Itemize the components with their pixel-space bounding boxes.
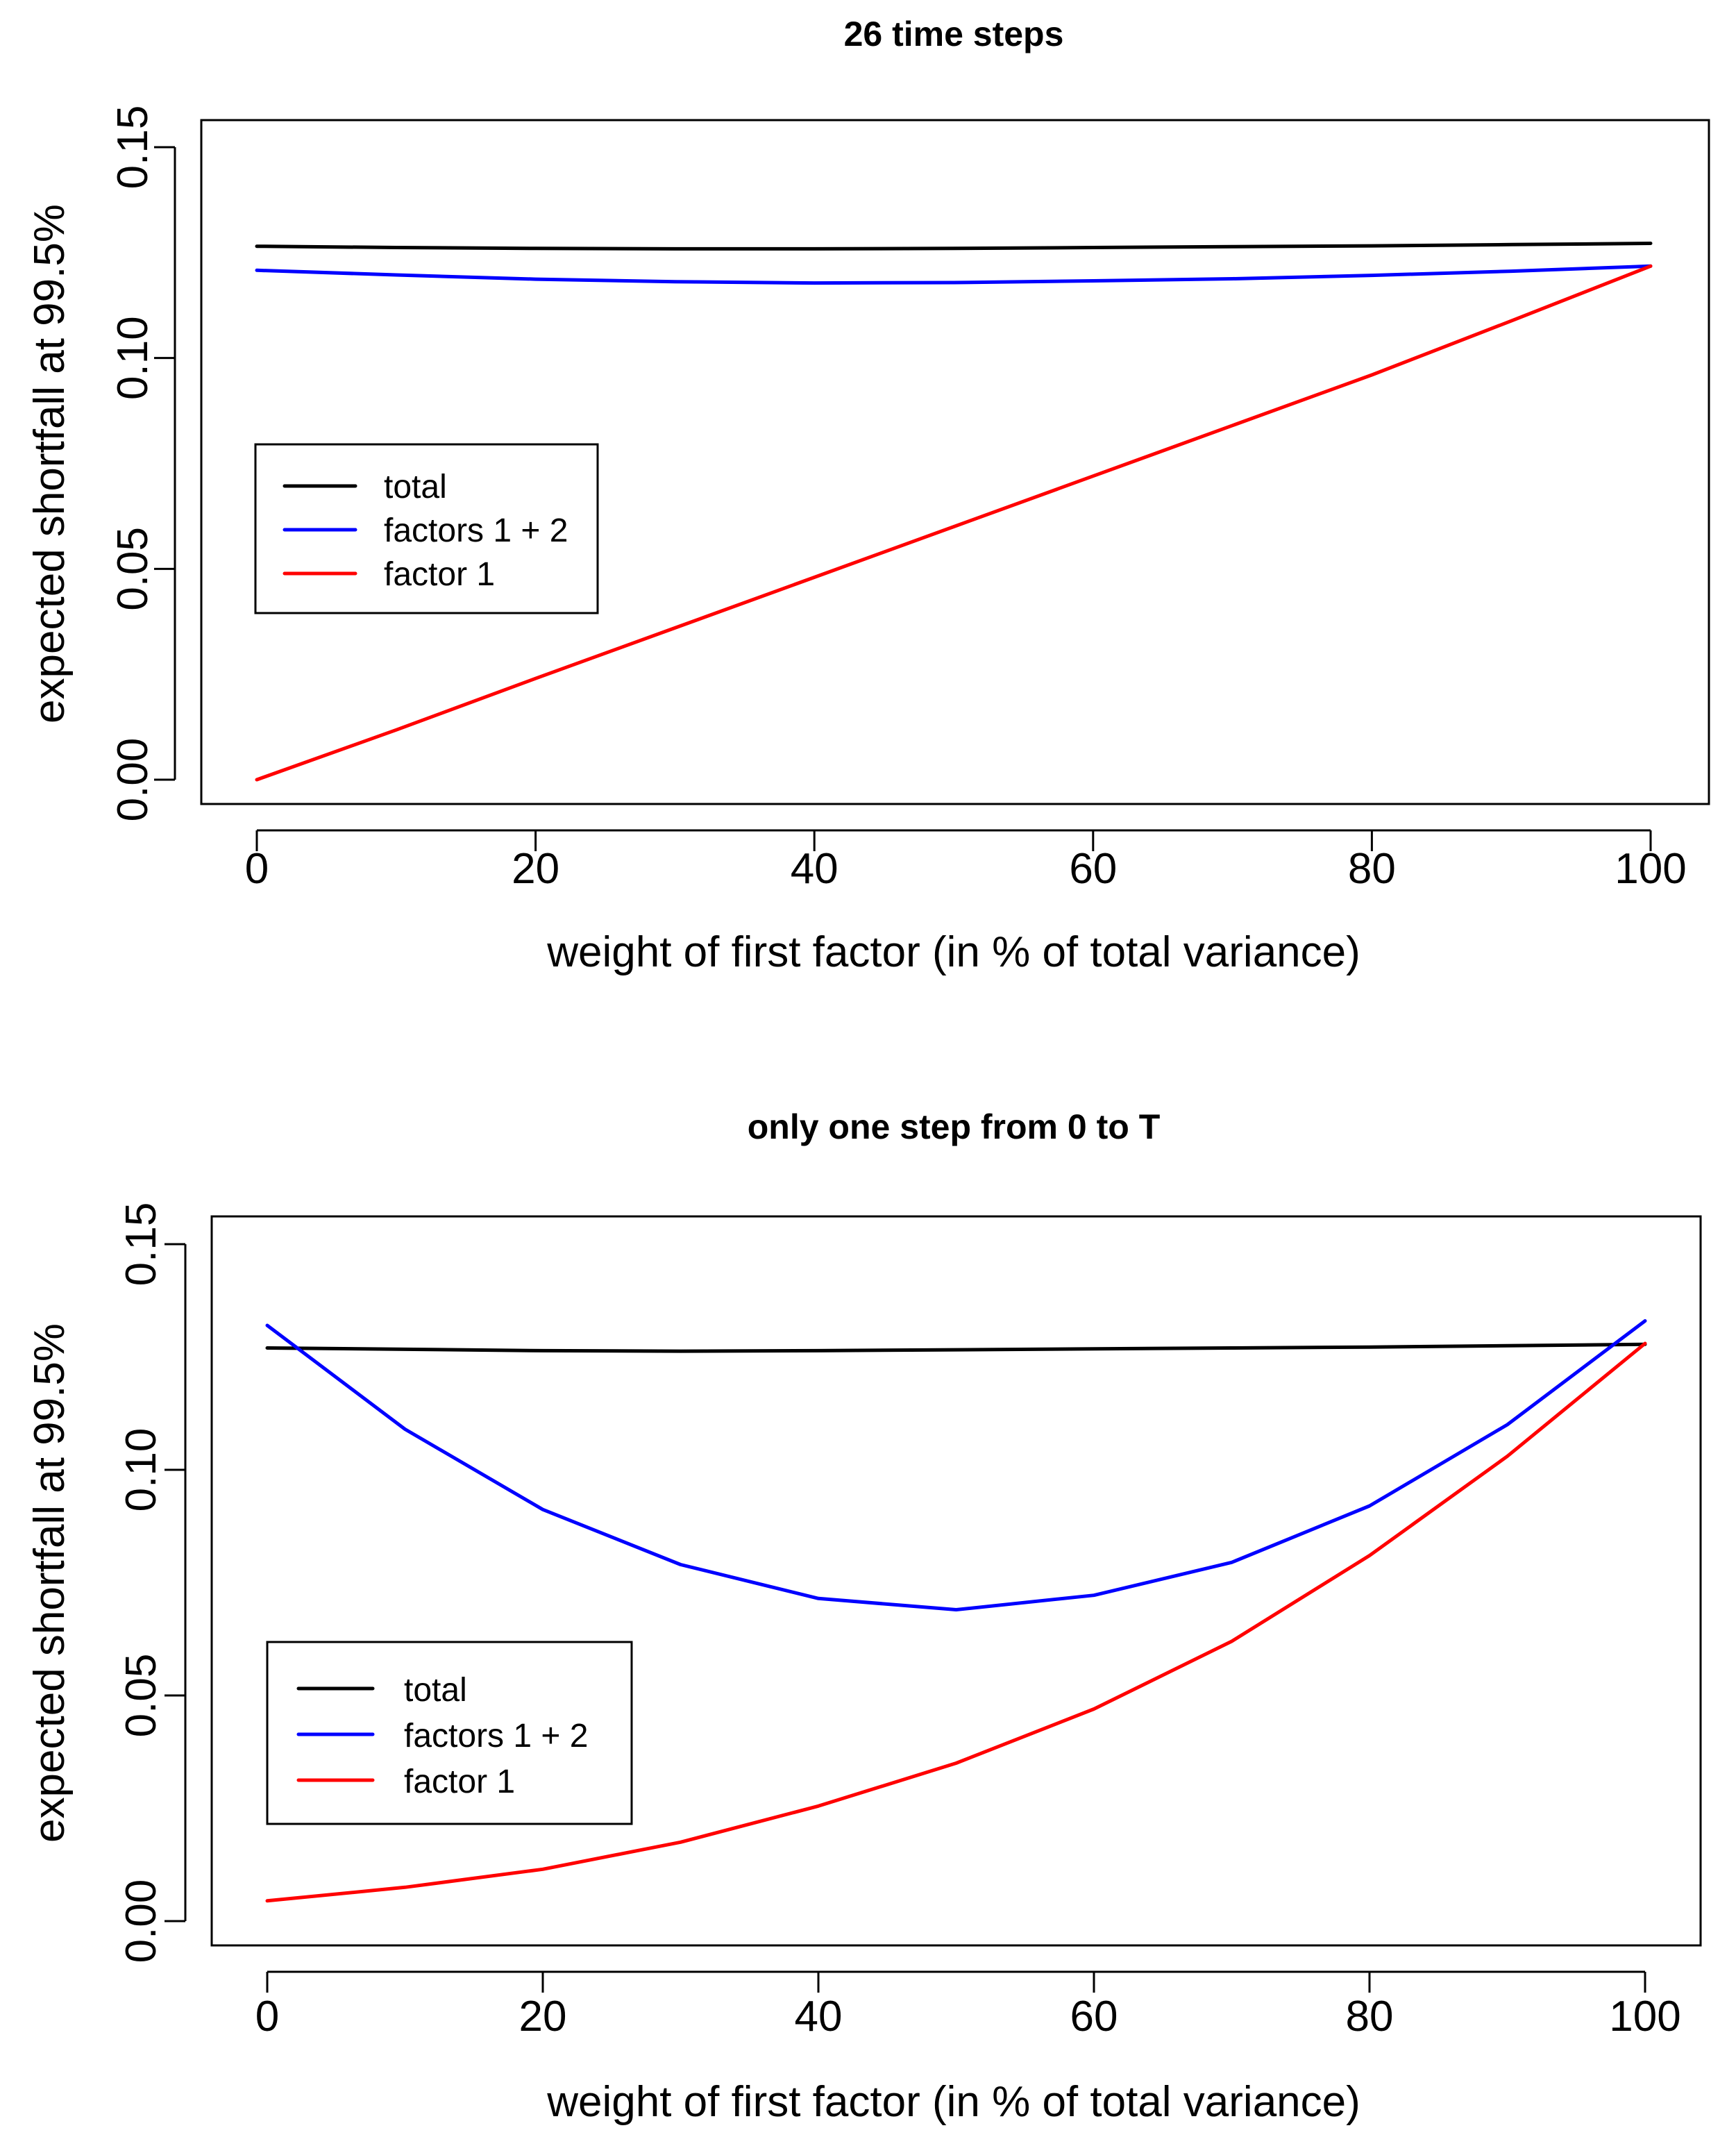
y-tick-label: 0.10 — [109, 316, 157, 400]
legend-box — [266, 1641, 633, 1825]
y-tick-label: 0.15 — [117, 1203, 165, 1287]
y-axis-label: expected shortfall at 99.5% — [26, 204, 74, 723]
x-tick-label: 60 — [1069, 845, 1117, 893]
x-tick-label: 80 — [1348, 845, 1396, 893]
legend: total factors 1 + 2 factor 1 — [266, 1641, 633, 1825]
legend-label-total: total — [404, 1672, 467, 1709]
x-tick-label: 80 — [1346, 1993, 1394, 2041]
y-tick-label: 0.00 — [109, 738, 157, 822]
series-line-factor-1 — [265, 1341, 1647, 1903]
y-tick-label: 0.05 — [117, 1654, 165, 1738]
y-tick-label: 0.05 — [109, 527, 157, 611]
legend-box — [254, 443, 599, 614]
chart-bottom-one-step: only one step from 0 to T weight of firs… — [26, 1107, 1702, 2126]
x-tick-label: 100 — [1609, 1993, 1680, 2041]
x-tick-label: 20 — [519, 1993, 567, 2041]
legend: total factors 1 + 2 factor 1 — [254, 443, 599, 614]
x-tick-label: 0 — [245, 845, 269, 893]
legend-label-factors-1-2: factors 1 + 2 — [404, 1718, 588, 1754]
plot-frame — [210, 1215, 1702, 1947]
series-group — [255, 242, 1653, 782]
x-tick-label: 40 — [791, 845, 838, 893]
y-axis-label: expected shortfall at 99.5% — [26, 1323, 74, 1843]
x-tick-label: 0 — [255, 1993, 279, 2041]
x-axis-label: weight of first factor (in % of total va… — [546, 928, 1360, 976]
chart-top-26-time-steps: 26 time steps weight of first factor (in… — [26, 15, 1710, 976]
legend-label-factors-1-2: factors 1 + 2 — [384, 512, 568, 549]
legend-label-factor-1: factor 1 — [384, 556, 495, 593]
y-tick-label: 0.15 — [109, 106, 157, 190]
chart-title: 26 time steps — [844, 15, 1064, 53]
series-line-total — [265, 1342, 1647, 1353]
chart-title: only one step from 0 to T — [748, 1107, 1160, 1146]
plot-frame — [200, 119, 1710, 805]
series-line-factors-1-2 — [255, 264, 1653, 285]
x-tick-label: 20 — [512, 845, 559, 893]
x-tick-label: 100 — [1615, 845, 1686, 893]
series-line-factor-1 — [255, 264, 1653, 782]
x-tick-label: 60 — [1070, 1993, 1118, 2041]
y-tick-label: 0.00 — [117, 1879, 165, 1963]
axes: 0 20 40 60 80 100 0.00 0.05 0.10 0.15 — [109, 106, 1687, 893]
x-tick-label: 40 — [795, 1993, 843, 2041]
legend-label-factor-1: factor 1 — [404, 1764, 515, 1800]
series-line-total — [255, 242, 1653, 251]
legend-label-total: total — [384, 469, 447, 505]
x-axis-label: weight of first factor (in % of total va… — [546, 2078, 1360, 2126]
series-line-factors-1-2 — [265, 1319, 1647, 1611]
axes: 0 20 40 60 80 100 0.00 0.05 0.10 0.15 — [117, 1203, 1681, 2041]
y-tick-label: 0.10 — [117, 1428, 165, 1512]
series-group — [265, 1319, 1647, 1903]
